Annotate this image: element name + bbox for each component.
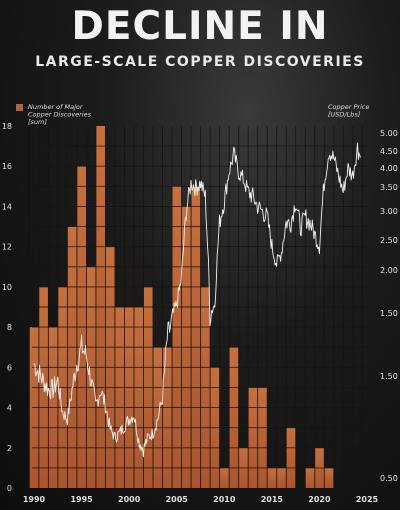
- bar-2000: [124, 307, 134, 488]
- x-tick-label: 1995: [70, 495, 93, 504]
- bar-2014: [257, 387, 267, 488]
- x-tick-label: 2025: [356, 495, 379, 504]
- x-tick-label: 2005: [166, 495, 189, 504]
- bar-2007: [191, 186, 201, 489]
- bar-2003: [153, 347, 163, 488]
- bar-2021: [324, 467, 334, 488]
- bar-2010: [219, 467, 229, 488]
- right-tick-label: 2.00: [380, 266, 398, 275]
- left-tick-label: 18: [2, 122, 12, 131]
- legend-price-label: Copper Price [USD/Lbs]: [328, 103, 369, 119]
- x-tick-label: 2000: [118, 495, 141, 504]
- right-tick-label: 1.50: [380, 372, 398, 381]
- bar-2005: [172, 186, 182, 489]
- right-tick-label: 4.50: [380, 147, 398, 156]
- x-tick-label: 2020: [308, 495, 331, 504]
- bar-2017: [286, 427, 296, 488]
- bar-2019: [305, 467, 315, 488]
- legend-text-line: Copper Price: [328, 103, 369, 111]
- legend-discoveries-label: Number of Major Copper Discoveries [sum]: [28, 103, 92, 126]
- bar-2001: [134, 307, 144, 488]
- x-tick-label: 2015: [261, 495, 284, 504]
- left-tick-label: 0: [7, 484, 12, 493]
- x-tick-label: 2010: [213, 495, 236, 504]
- right-tick-label: 3.00: [380, 207, 398, 216]
- left-tick-label: 4: [7, 404, 12, 413]
- left-tick-label: 14: [2, 202, 12, 211]
- chart-title: DECLINE IN: [71, 4, 329, 49]
- right-tick-label: 1.50: [380, 309, 398, 318]
- legend-swatch-discoveries: [16, 104, 23, 111]
- bar-2016: [276, 467, 287, 488]
- chart-subtitle: LARGE-SCALE COPPER DISCOVERIES: [35, 54, 365, 70]
- copper-price-line: [33, 142, 361, 458]
- left-tick-label: 2: [7, 444, 12, 453]
- legend-text-line: [USD/Lbs]: [328, 111, 361, 119]
- bar-1996: [86, 266, 96, 488]
- left-tick-label: 8: [7, 323, 12, 332]
- left-tick-label: 6: [7, 363, 12, 372]
- bar-2004: [162, 347, 172, 488]
- bar-2013: [248, 387, 258, 488]
- right-tick-label: 3.50: [380, 183, 398, 192]
- right-tick-label: 0.50: [380, 474, 398, 483]
- left-tick-label: 16: [2, 162, 12, 171]
- legend-text-line: Copper Discoveries: [28, 111, 92, 119]
- legend-text-line: Number of Major: [28, 103, 84, 111]
- right-tick-label: 2.50: [380, 236, 398, 245]
- x-tick-label: 1990: [23, 495, 46, 504]
- bar-2011: [229, 347, 239, 488]
- right-tick-label: 5.00: [380, 129, 398, 138]
- bar-1994: [67, 226, 77, 489]
- left-tick-label: 12: [2, 243, 12, 252]
- left-tick-label: 10: [2, 283, 12, 292]
- legend-text-line: [sum]: [28, 118, 47, 126]
- right-tick-label: 4.00: [380, 164, 398, 173]
- bar-1999: [114, 307, 125, 488]
- bar-2015: [267, 467, 277, 488]
